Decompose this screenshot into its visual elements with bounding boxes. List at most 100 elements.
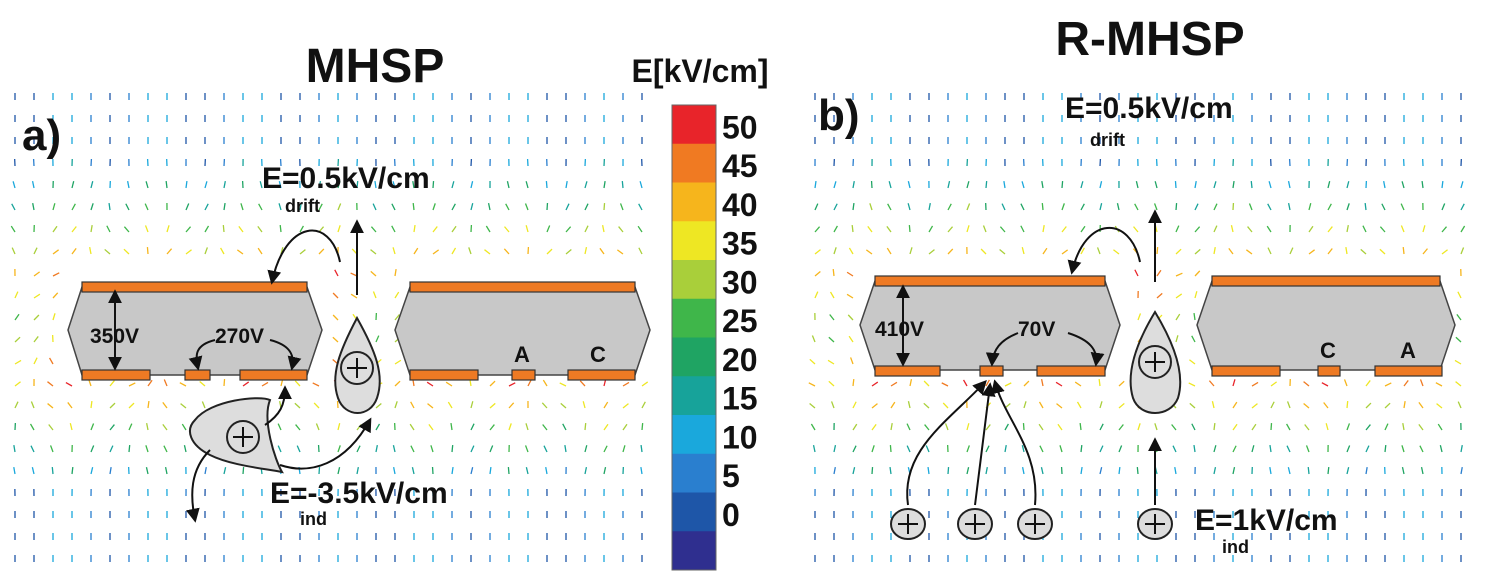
field-arrow — [433, 181, 434, 188]
electrode — [1375, 366, 1442, 376]
field-arrow — [12, 204, 15, 210]
field-arrow — [91, 181, 93, 188]
field-arrow — [110, 446, 113, 452]
panel-label: a) — [22, 111, 61, 160]
field-arrow — [640, 181, 642, 188]
field-arrow — [469, 247, 471, 254]
field-arrow — [943, 403, 948, 408]
field-arrow — [129, 445, 130, 452]
field-arrow — [33, 181, 34, 188]
field-arrow — [394, 467, 395, 474]
field-arrow — [604, 203, 605, 210]
field-arrow — [333, 337, 338, 342]
field-arrow — [1366, 467, 1367, 474]
field-arrow — [967, 423, 969, 430]
field-arrow — [642, 382, 648, 386]
field-arrow — [526, 423, 528, 430]
field-arrow — [580, 381, 585, 386]
field-arrow — [507, 181, 509, 188]
field-arrow — [15, 402, 18, 408]
field-arrow — [241, 203, 243, 210]
panel-b: R-MHSP b) C A 410V 70V E=0.5kV/cm drift … — [818, 13, 1455, 557]
field-arrow — [1345, 379, 1347, 386]
field-arrow — [471, 467, 473, 474]
voltage-label: 70V — [1018, 318, 1055, 341]
field-arrow — [1304, 382, 1309, 386]
field-arrow — [1419, 424, 1423, 430]
field-arrow — [371, 227, 376, 232]
field-arrow — [373, 204, 376, 210]
colorbar-tick-label: 40 — [722, 187, 758, 223]
field-arrow — [1100, 401, 1102, 408]
field-arrow — [815, 292, 818, 298]
field-arrow — [1366, 380, 1370, 386]
field-arrow — [1288, 401, 1290, 408]
field-arrow — [1385, 424, 1388, 430]
field-arrow — [1461, 445, 1462, 452]
field-arrow — [163, 424, 167, 430]
electrode — [240, 370, 307, 380]
field-arrow — [1309, 203, 1311, 210]
field-arrow — [967, 181, 969, 188]
field-arrow — [566, 181, 567, 188]
field-arrow — [910, 247, 912, 254]
field-arrow — [239, 226, 243, 232]
field-arrow — [623, 445, 625, 452]
field-arrow — [1322, 383, 1328, 386]
colorbar-tick-label: 30 — [722, 264, 758, 300]
field-arrow — [1382, 204, 1385, 210]
field-arrow — [1004, 181, 1005, 188]
field-arrow — [814, 445, 815, 452]
field-arrow — [1328, 181, 1330, 188]
colorbar-segment — [672, 260, 716, 299]
field-arrow — [53, 293, 58, 298]
field-arrow — [186, 227, 191, 232]
field-arrow — [316, 423, 319, 430]
field-arrow — [486, 226, 490, 232]
field-arrow — [52, 467, 53, 474]
field-arrow — [834, 181, 836, 188]
field-arrow — [642, 402, 645, 408]
field-arrow — [544, 446, 547, 452]
field-arrow — [1176, 203, 1177, 210]
field-arrow — [1419, 402, 1423, 408]
field-arrow — [1268, 204, 1271, 210]
field-arrow — [1248, 227, 1252, 232]
field-arrow — [279, 203, 281, 210]
field-arrow — [585, 247, 586, 254]
field-arrow — [262, 382, 268, 386]
field-arrow — [1192, 424, 1195, 430]
field-arrow — [948, 204, 951, 210]
colorbar-segment — [672, 376, 716, 415]
field-arrow — [1304, 404, 1309, 408]
field-arrow — [1194, 313, 1195, 320]
field-arrow — [1157, 293, 1162, 298]
field-arrow — [145, 204, 148, 210]
field-arrow — [1268, 248, 1271, 254]
field-label: E=0.5kV/cm — [1065, 92, 1233, 125]
field-arrow — [433, 226, 437, 232]
field-arrow — [431, 445, 433, 452]
field-arrow — [164, 446, 167, 452]
field-arrow — [1135, 270, 1138, 276]
field-arrow — [47, 382, 53, 386]
field-arrow — [51, 445, 53, 452]
field-arrow — [1461, 226, 1465, 232]
field-arrow — [1214, 204, 1217, 210]
field-arrow — [619, 227, 623, 232]
field-arrow — [623, 404, 628, 408]
field-arrow — [338, 467, 340, 474]
field-arrow — [1214, 181, 1216, 188]
field-arrow — [129, 403, 134, 408]
field-arrow — [1081, 467, 1082, 474]
field-arrow — [221, 248, 224, 254]
field-arrow — [53, 313, 55, 320]
field-arrow — [72, 467, 73, 474]
field-arrow — [427, 382, 433, 386]
electrode — [410, 370, 478, 380]
field-arrow — [110, 381, 114, 386]
field-arrow — [986, 181, 987, 188]
field-arrow — [526, 203, 528, 210]
field-arrow — [124, 227, 129, 232]
field-arrow — [1402, 445, 1404, 452]
